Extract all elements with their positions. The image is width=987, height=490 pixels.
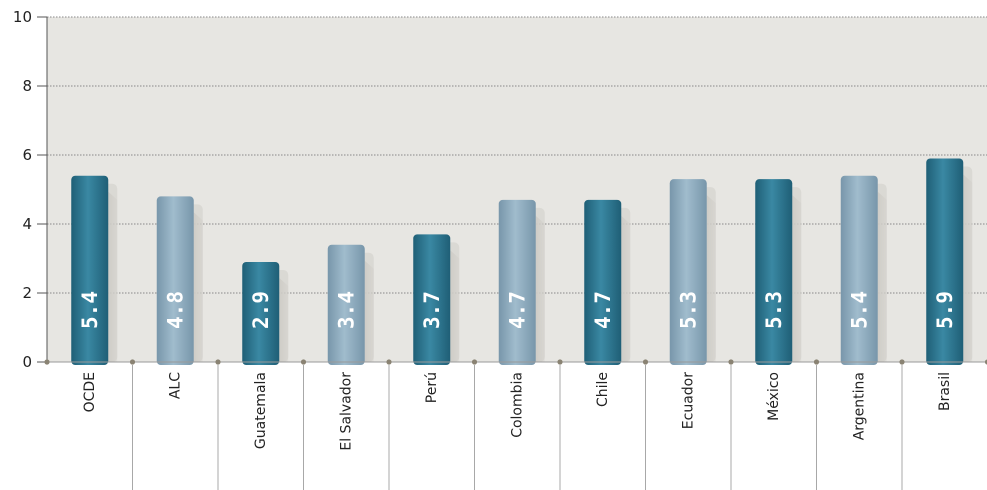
bar xyxy=(498,199,536,365)
bar xyxy=(242,261,280,365)
x-axis-dot xyxy=(386,359,392,365)
value-label: 3.7 xyxy=(420,291,444,329)
value-label: 5.3 xyxy=(676,291,700,329)
x-axis-dot xyxy=(813,359,820,365)
bars: 5.4 4.8 2.9 3.4 3.7 4.7 4.7 5.3 5.3 5.4 5.9 xyxy=(71,158,973,365)
gridlines xyxy=(47,16,987,294)
value-label: 4.7 xyxy=(505,291,529,329)
value-label: 5.4 xyxy=(847,291,871,329)
x-axis-dot xyxy=(557,359,563,365)
x-tick-label: México xyxy=(766,372,782,421)
value-label: 5.9 xyxy=(933,291,957,329)
x-tick-label: El Salvador xyxy=(338,372,354,451)
x-tick-label: Argentina xyxy=(851,372,867,440)
x-tick-label: Brasil xyxy=(937,372,953,411)
bar xyxy=(669,179,707,365)
bar xyxy=(840,175,878,365)
x-axis-dot xyxy=(300,359,307,365)
y-tick-label: 10 xyxy=(13,8,32,26)
bar xyxy=(584,199,622,365)
y-axis-ticks: 0 2 4 6 8 10 xyxy=(13,8,48,371)
y-tick-label: 6 xyxy=(22,146,32,164)
y-tick-label: 0 xyxy=(22,353,32,371)
x-tick-label: Perú xyxy=(424,372,440,403)
value-label: 5.3 xyxy=(762,291,786,329)
x-axis-dot xyxy=(44,359,50,365)
x-axis-dot xyxy=(471,359,478,365)
value-label: 2.9 xyxy=(249,291,273,329)
bar xyxy=(71,175,109,365)
x-axis-dot xyxy=(728,359,734,365)
x-axis-dot xyxy=(899,359,905,365)
x-axis-dot xyxy=(642,359,649,365)
bar xyxy=(413,234,451,365)
bar xyxy=(156,196,194,365)
value-label: 5.4 xyxy=(78,291,102,329)
bar xyxy=(755,179,793,365)
x-tick-label: Ecuador xyxy=(680,372,696,429)
bar xyxy=(926,158,964,365)
x-axis: OCDE ALC Guatemala El Salvador Perú Colombia C… xyxy=(44,359,987,490)
value-label: 3.4 xyxy=(334,291,358,329)
x-tick-label: OCDE xyxy=(82,372,98,412)
x-tick-label: ALC xyxy=(167,372,183,399)
x-tick-label: Colombia xyxy=(509,372,525,438)
bar xyxy=(327,244,365,365)
y-tick-label: 2 xyxy=(22,284,32,302)
x-tick-label: Chile xyxy=(595,372,611,407)
x-tick-label: Guatemala xyxy=(253,372,269,449)
x-axis-dot xyxy=(215,359,221,365)
x-axis-dot xyxy=(984,359,987,365)
y-tick-label: 8 xyxy=(22,77,32,95)
y-tick-label: 4 xyxy=(22,215,32,233)
x-axis-dot xyxy=(129,359,136,365)
value-label: 4.7 xyxy=(591,291,615,329)
value-label: 4.8 xyxy=(163,291,187,329)
